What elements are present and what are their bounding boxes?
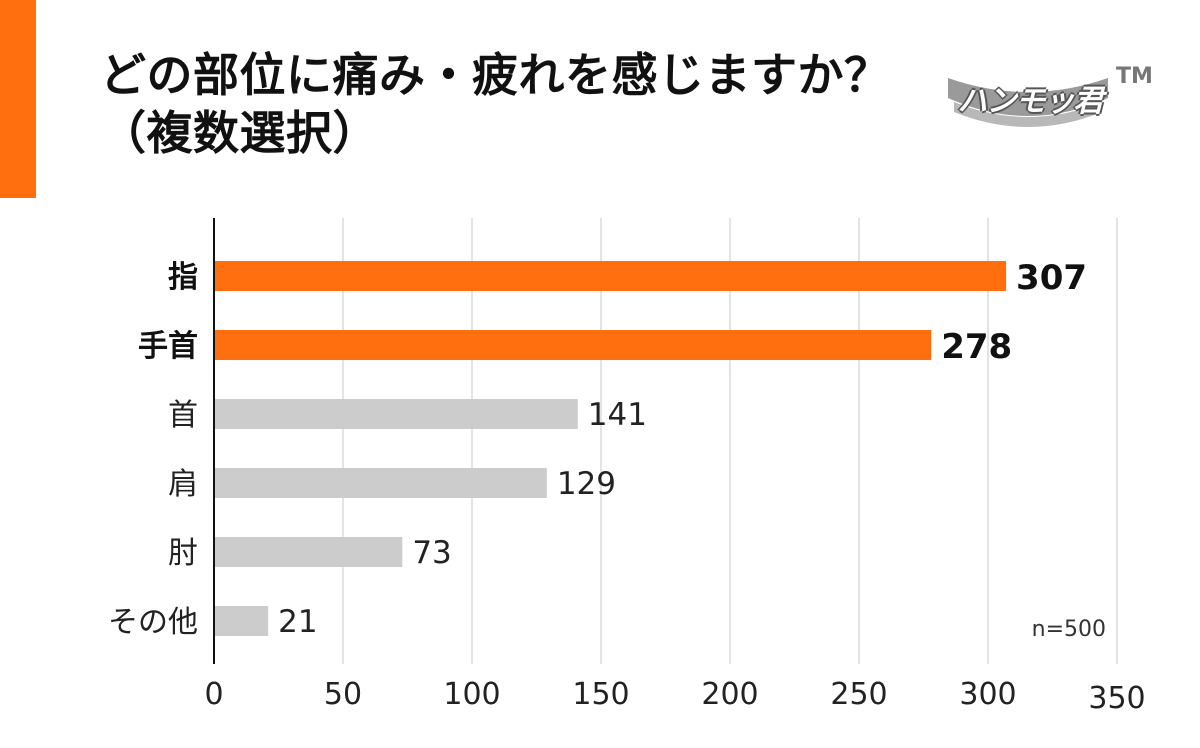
chart-title: どの部位に痛み・疲れを感じますか？ （複数選択） xyxy=(100,46,891,162)
x-tick-label: 50 xyxy=(324,677,362,712)
category-label: 肩 xyxy=(168,467,198,502)
logo-trademark: TM xyxy=(1116,64,1153,89)
bar-指 xyxy=(214,261,1007,291)
accent-bar xyxy=(0,0,36,198)
value-label: 141 xyxy=(588,397,647,433)
title-line-2: （複数選択） xyxy=(100,106,379,160)
category-label: その他 xyxy=(108,605,198,640)
hammock-logo-icon xyxy=(948,78,1108,127)
title-line-1: どの部位に痛み・疲れを感じますか？ xyxy=(100,48,891,102)
brand-logo: ハンモッ君 TM xyxy=(944,64,1153,134)
bar-その他 xyxy=(214,606,269,636)
category-label: 手首 xyxy=(138,329,198,364)
bar-肘 xyxy=(214,537,403,567)
x-tick-label: 350 xyxy=(1088,681,1145,716)
value-label: 278 xyxy=(941,327,1012,367)
bar-首 xyxy=(214,399,578,429)
value-label: 21 xyxy=(278,604,317,640)
value-label: 129 xyxy=(557,466,616,502)
sample-size-note: n=500 xyxy=(1032,617,1106,642)
category-label: 首 xyxy=(168,398,198,433)
x-tick-label: 300 xyxy=(959,677,1016,712)
x-tick-label: 150 xyxy=(572,677,629,712)
x-tick-label: 200 xyxy=(701,677,758,712)
bar-肩 xyxy=(214,468,547,498)
value-label: 307 xyxy=(1016,258,1087,298)
bar-手首 xyxy=(214,330,932,360)
logo-text: ハンモッ君 xyxy=(957,84,1104,119)
category-label: 肘 xyxy=(168,536,198,571)
x-tick-labels: 0 50 100 150 200 250 300 350 xyxy=(204,677,1145,716)
category-label: 指 xyxy=(168,260,198,295)
gridlines xyxy=(342,218,1118,664)
bars xyxy=(214,261,1007,636)
x-tick-label: 100 xyxy=(443,677,500,712)
x-tick-label: 0 xyxy=(204,677,223,712)
value-label: 73 xyxy=(412,535,451,571)
x-tick-label: 250 xyxy=(830,677,887,712)
